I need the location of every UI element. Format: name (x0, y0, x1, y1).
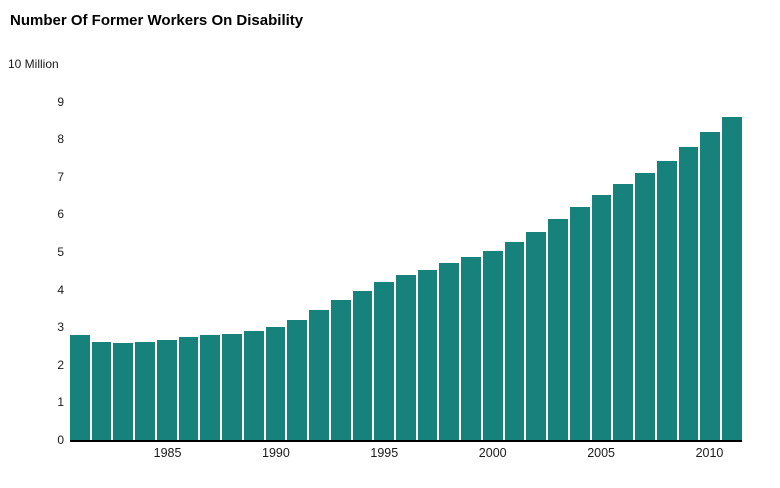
chart-title: Number Of Former Workers On Disability (10, 12, 304, 29)
bar-2009 (678, 147, 699, 440)
y-tick-1: 1 (57, 395, 64, 410)
x-tick-1990: 1990 (262, 446, 290, 460)
y-tick-8: 8 (57, 132, 64, 147)
y-tick-5: 5 (57, 245, 64, 259)
bar-1983 (113, 343, 134, 440)
bar-2001 (504, 241, 525, 440)
bar-2007 (635, 173, 655, 440)
bar-1981 (70, 335, 90, 440)
bar-1993 (330, 299, 351, 440)
bar-2002 (526, 231, 547, 440)
bar-1987 (200, 335, 221, 440)
y-tick-7: 7 (57, 169, 64, 184)
bar-1997 (417, 270, 438, 440)
y-tick-3: 3 (57, 320, 64, 335)
x-tick-1995: 1995 (370, 446, 399, 460)
y-axis: 0 1 2 3 4 5 6 7 8 9 10 Million (8, 57, 64, 447)
x-tick-2000: 2000 (478, 446, 507, 460)
y-tick-6: 6 (57, 207, 64, 222)
bar-1994 (352, 291, 373, 440)
y-tick-9: 9 (57, 94, 64, 109)
bar-2003 (548, 219, 568, 440)
bar-2011 (722, 117, 742, 440)
bar-1999 (461, 256, 481, 440)
y-tick-10: 10 Million (8, 57, 59, 71)
bar-1989 (243, 330, 264, 440)
bar-2010 (700, 131, 721, 440)
bar-2000 (482, 250, 503, 440)
bar-1986 (178, 337, 199, 440)
x-axis: 1985 1990 1995 2000 2005 2010 (70, 446, 742, 464)
bar-2005 (591, 194, 612, 440)
y-tick-4: 4 (57, 282, 64, 297)
bar-1995 (374, 282, 395, 440)
bar-1988 (222, 333, 242, 440)
x-tick-2005: 2005 (587, 446, 615, 460)
bar-2004 (569, 206, 590, 440)
bar-1982 (91, 342, 112, 440)
bar-1990 (265, 326, 286, 440)
bar-1992 (309, 309, 329, 440)
bar-2008 (656, 160, 677, 440)
bar-1991 (287, 320, 308, 440)
plot-area (70, 64, 742, 442)
bar-2006 (613, 183, 634, 440)
bar-1985 (156, 340, 177, 440)
x-tick-1985: 1985 (153, 446, 182, 460)
bar-1998 (439, 263, 460, 440)
x-tick-2010: 2010 (695, 446, 724, 460)
y-tick-0: 0 (57, 433, 64, 447)
y-tick-2: 2 (57, 357, 64, 372)
bar-1996 (396, 274, 416, 440)
bar-1984 (135, 342, 155, 440)
